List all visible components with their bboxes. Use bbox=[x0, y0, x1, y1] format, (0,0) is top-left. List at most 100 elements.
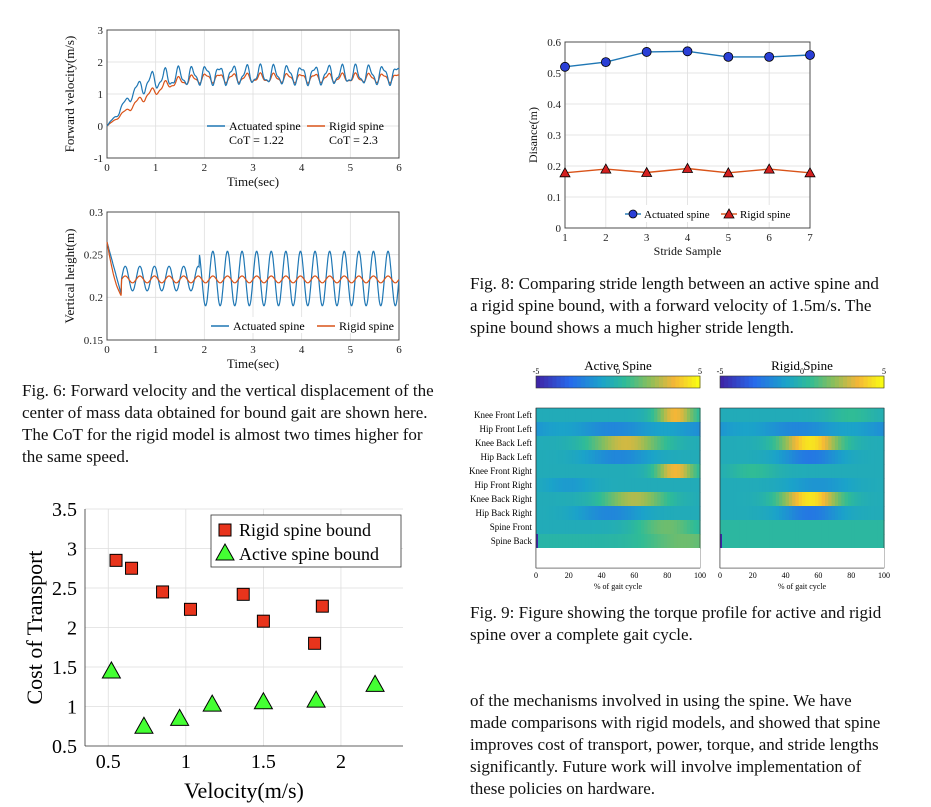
heatmap-cell bbox=[601, 520, 606, 535]
heatmap-cell bbox=[585, 436, 590, 451]
heatmap-cell bbox=[621, 492, 626, 507]
y-tick-label: 0.3 bbox=[89, 207, 103, 219]
heatmap-cell bbox=[867, 408, 872, 423]
heatmap-cell bbox=[634, 520, 639, 535]
heatmap-cell bbox=[680, 408, 685, 423]
colorbar-cell bbox=[740, 376, 746, 388]
heatmap-cell bbox=[802, 492, 806, 507]
heatmap-cell bbox=[769, 478, 774, 493]
heatmap-cell bbox=[815, 408, 819, 423]
heatmap-cell bbox=[749, 492, 754, 507]
heatmap-cell bbox=[677, 436, 681, 451]
heatmap-cell bbox=[795, 506, 800, 521]
colorbar-cell bbox=[806, 376, 811, 388]
heatmap-cell bbox=[572, 408, 576, 423]
heatmap-cell bbox=[874, 506, 879, 521]
x-tick-label: 2 bbox=[202, 162, 208, 174]
heatmap-cell bbox=[686, 478, 691, 493]
heatmap-cell bbox=[765, 520, 770, 535]
colorbar-cell bbox=[789, 376, 795, 388]
heatmap-cell bbox=[555, 408, 560, 423]
heatmap-cell bbox=[555, 478, 560, 493]
heatmap-cell bbox=[756, 464, 760, 479]
body-line: significantly. Future work will involve … bbox=[470, 757, 862, 776]
colorbar-cell bbox=[822, 376, 828, 388]
colorbar-cell bbox=[638, 376, 644, 388]
heatmap-cell bbox=[644, 520, 649, 535]
heatmap-cell bbox=[756, 450, 760, 465]
colorbar-cell bbox=[589, 376, 594, 388]
heatmap-cell bbox=[545, 450, 550, 465]
heatmap-cell bbox=[880, 464, 885, 479]
heatmap-cell bbox=[877, 520, 882, 535]
heatmap-cell bbox=[696, 464, 701, 479]
heatmap-cell bbox=[749, 436, 754, 451]
heatmap-cell bbox=[772, 520, 777, 535]
heatmap-cell bbox=[782, 408, 787, 423]
colorbar-cell bbox=[826, 376, 832, 388]
heatmap-cell bbox=[874, 408, 879, 423]
heatmap-cell bbox=[585, 450, 590, 465]
heatmap-cell bbox=[670, 478, 675, 493]
heatmap-cell bbox=[568, 520, 573, 535]
body-line: made comparisons with rigid models, and … bbox=[470, 713, 881, 732]
heatmap-cell bbox=[680, 492, 685, 507]
heatmap-cell bbox=[608, 464, 613, 479]
heatmap-cell bbox=[588, 506, 593, 521]
heatmap-cell bbox=[555, 534, 560, 549]
heatmap-cell bbox=[765, 478, 770, 493]
heatmap-cell bbox=[759, 408, 764, 423]
heatmap-cell bbox=[631, 450, 635, 465]
heatmap-cell bbox=[811, 436, 816, 451]
heatmap-cell bbox=[805, 464, 810, 479]
colorbar-cell bbox=[855, 376, 860, 388]
heatmap-cell bbox=[696, 478, 701, 493]
heatmap-cell bbox=[578, 408, 583, 423]
heatmap-cell bbox=[788, 436, 793, 451]
heatmap-cell bbox=[834, 436, 839, 451]
heatmap-cell bbox=[736, 534, 741, 549]
heatmap-cell bbox=[545, 534, 550, 549]
legend-marker-actuated bbox=[628, 209, 638, 219]
heatmap-cell bbox=[667, 408, 672, 423]
heatmap-cell bbox=[851, 408, 856, 423]
heatmap-cell bbox=[864, 436, 869, 451]
heatmap-cell bbox=[824, 422, 829, 437]
heatmap-cell bbox=[805, 534, 810, 549]
heatmap-cell bbox=[847, 436, 852, 451]
heatmap-cell bbox=[844, 478, 849, 493]
heatmap-cell bbox=[611, 450, 616, 465]
heatmap-cell bbox=[844, 534, 849, 549]
heatmap-cell bbox=[650, 506, 655, 521]
heatmap-cell bbox=[880, 520, 885, 535]
heatmap-cell bbox=[805, 520, 810, 535]
heatmap-cell bbox=[575, 464, 580, 479]
heatmap-cell bbox=[611, 492, 616, 507]
heatmap-cell bbox=[733, 520, 737, 535]
heatmap-cell bbox=[851, 478, 856, 493]
x-axis-label: Time(sec) bbox=[227, 174, 279, 189]
heatmap-cell bbox=[588, 422, 593, 437]
heatmap-cell bbox=[581, 436, 586, 451]
heatmap-cell bbox=[756, 408, 760, 423]
y-tick-label: 2.5 bbox=[52, 578, 77, 600]
heatmap-cell bbox=[808, 436, 813, 451]
heatmap-cell bbox=[650, 408, 655, 423]
heatmap-cell bbox=[775, 534, 780, 549]
heatmap-cell bbox=[660, 464, 665, 479]
heatmap-cell bbox=[821, 492, 826, 507]
legend-label: CoT = 1.22 bbox=[229, 133, 284, 147]
heatmap-cell bbox=[631, 478, 635, 493]
heatmap-cell bbox=[677, 408, 681, 423]
heatmap-cell bbox=[618, 422, 622, 437]
heatmap-cell bbox=[542, 492, 547, 507]
heatmap-cell bbox=[739, 422, 744, 437]
heatmap-cell bbox=[690, 408, 695, 423]
heatmap-cell bbox=[765, 506, 770, 521]
heatmap-cell bbox=[851, 436, 856, 451]
heatmap-cell bbox=[824, 534, 829, 549]
heatmap-cell bbox=[815, 534, 819, 549]
heatmap-cell bbox=[572, 436, 576, 451]
heatmap-cell bbox=[552, 520, 557, 535]
heatmap-x-tick-label: 60 bbox=[814, 571, 822, 580]
